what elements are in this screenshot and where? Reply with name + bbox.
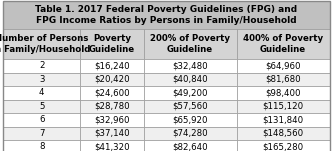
Text: $24,600: $24,600 [94,88,130,97]
Bar [237,140,330,151]
Text: 4: 4 [39,88,44,97]
Bar [3,127,80,140]
Bar [237,100,330,113]
Text: $41,320: $41,320 [94,142,130,151]
Text: $37,140: $37,140 [94,129,130,138]
Text: Table 1. 2017 Federal Poverty Guidelines (FPG) and
FPG Income Ratios by Persons : Table 1. 2017 Federal Poverty Guidelines… [35,5,298,25]
Bar [3,86,80,100]
Text: Poverty
Guideline: Poverty Guideline [89,34,135,54]
Bar [144,113,237,127]
Bar [3,29,80,59]
Bar [3,100,80,113]
Text: 6: 6 [39,115,44,124]
Text: 3: 3 [39,75,44,84]
Text: 200% of Poverty
Guideline: 200% of Poverty Guideline [150,34,230,54]
Bar [3,59,80,72]
Text: $82,640: $82,640 [172,142,208,151]
Bar [144,29,237,59]
Text: Number of Persons
in Family/Household: Number of Persons in Family/Household [0,34,91,54]
Text: $28,780: $28,780 [94,102,130,111]
Text: $74,280: $74,280 [172,129,208,138]
Text: $49,200: $49,200 [172,88,208,97]
Bar [80,29,144,59]
Bar [80,59,144,72]
Bar [144,59,237,72]
Bar [80,86,144,100]
Text: $65,920: $65,920 [172,115,208,124]
Text: $115,120: $115,120 [263,102,304,111]
Text: $81,680: $81,680 [265,75,301,84]
Bar [3,113,80,127]
Text: $32,960: $32,960 [94,115,130,124]
Text: $57,560: $57,560 [172,102,208,111]
Text: $98,400: $98,400 [265,88,301,97]
Text: 2: 2 [39,61,44,70]
Bar [237,127,330,140]
Text: $148,560: $148,560 [263,129,304,138]
Text: 8: 8 [39,142,44,151]
Bar [80,127,144,140]
Text: $20,420: $20,420 [94,75,130,84]
Bar [3,140,80,151]
Bar [144,100,237,113]
Text: $40,840: $40,840 [172,75,208,84]
Bar [237,86,330,100]
Bar [80,100,144,113]
Bar [144,72,237,86]
Text: 400% of Poverty
Guideline: 400% of Poverty Guideline [243,34,323,54]
Text: $165,280: $165,280 [263,142,304,151]
Bar [237,113,330,127]
Text: $16,240: $16,240 [94,61,130,70]
Bar [144,140,237,151]
Bar [80,113,144,127]
Text: 5: 5 [39,102,44,111]
Bar [144,127,237,140]
Text: 7: 7 [39,129,44,138]
Bar [237,72,330,86]
Text: $131,840: $131,840 [263,115,304,124]
Bar [80,72,144,86]
Bar [144,86,237,100]
Bar [237,59,330,72]
Bar [3,72,80,86]
Text: $64,960: $64,960 [265,61,301,70]
Bar [237,29,330,59]
Bar [80,140,144,151]
Text: $32,480: $32,480 [172,61,208,70]
Bar [3,1,330,29]
